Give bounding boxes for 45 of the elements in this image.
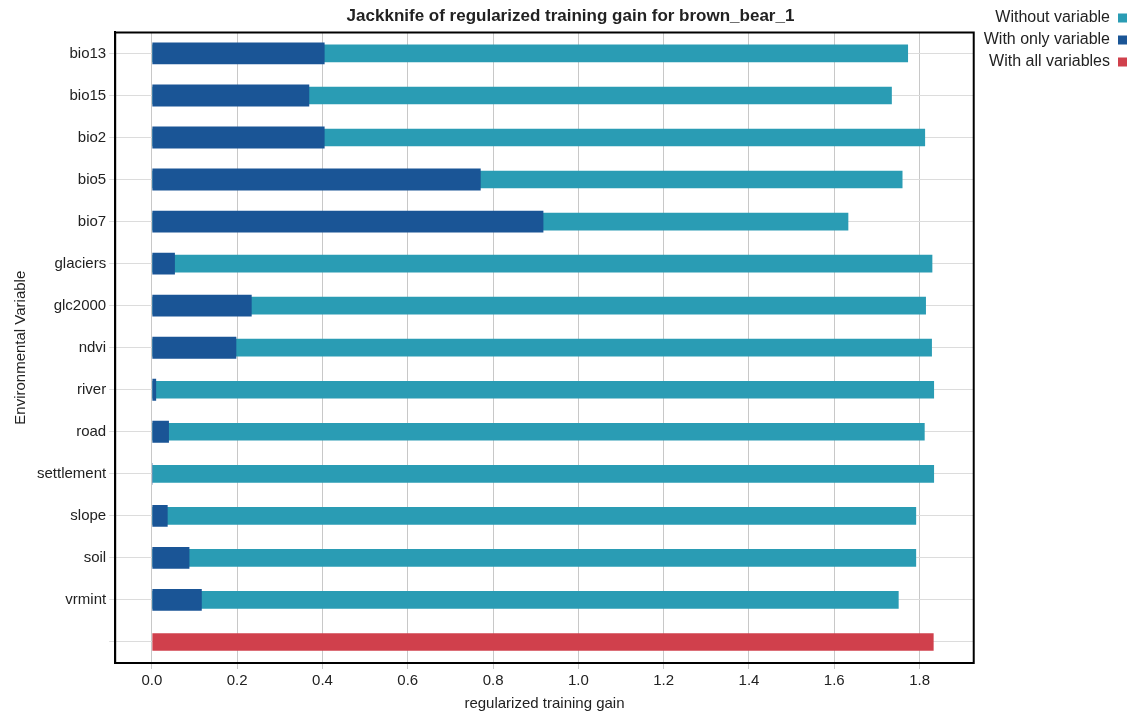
y-tick-label: ndvi [78,337,107,355]
bar [152,504,168,527]
y-tick-label: bio2 [77,127,107,145]
y-tick-label: bio13 [69,43,107,61]
y-tick-label: glaciers [54,253,107,271]
x-axis-title: regularized training gain [464,694,625,712]
x-tick-label: 1.0 [567,671,589,689]
bar [152,378,157,401]
legend-label: With only variable [983,30,1111,48]
bar [152,126,325,149]
bar [152,252,175,275]
y-tick-label: glc2000 [53,295,107,313]
x-tick-label: 0.8 [482,671,504,689]
bar [152,42,325,65]
y-tick-label: bio7 [77,211,107,229]
bar [152,168,481,191]
x-tick-label: 1.6 [823,671,845,689]
y-tick-label: soil [83,548,107,566]
bar [152,294,252,317]
x-tick-label: 0.4 [312,671,333,689]
bar [152,336,237,359]
bar [152,84,310,107]
bar [152,420,169,443]
bar [152,464,935,483]
legend-label: With all variables [989,52,1110,70]
bar [152,546,190,569]
bar [152,633,934,651]
x-tick-label: 0.0 [141,671,163,689]
x-tick-label: 1.8 [909,671,930,689]
y-tick-label: settlement [37,463,108,481]
y-tick-label: bio5 [77,169,107,187]
bar [152,210,544,233]
bar [152,589,202,611]
y-tick-label: road [76,421,107,439]
y-tick-label: river [77,379,107,397]
y-axis-title: Environmental Variable [11,270,29,425]
chart-title: Jackknife of regularized training gain for brown_bear_1 [346,5,795,25]
legend-label: Without variable [995,8,1111,26]
y-tick-label: bio15 [69,85,107,103]
y-tick-label: slope [70,506,107,523]
y-tick-label: vrmint [65,590,108,608]
x-tick-label: 1.4 [738,671,760,689]
x-tick-label: 0.6 [397,671,419,689]
x-tick-label: 1.2 [653,671,675,689]
x-tick-label: 0.2 [226,671,248,689]
